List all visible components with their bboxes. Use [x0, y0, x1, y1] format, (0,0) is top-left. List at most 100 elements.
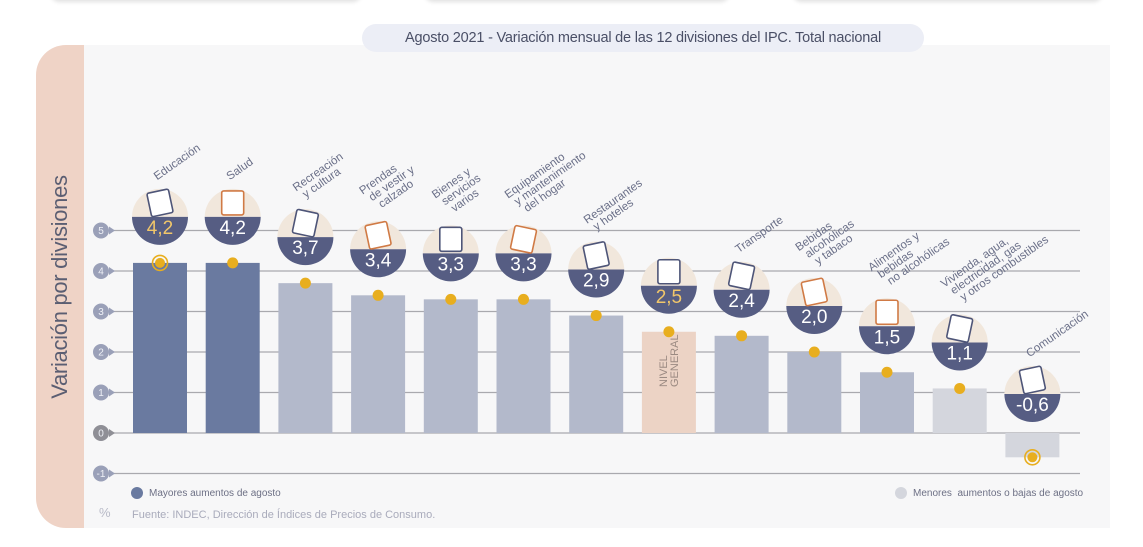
data-dot — [881, 366, 893, 378]
badge-bottom — [495, 253, 552, 282]
bar-group: 2,0 Bebidasalcohólicasy tabaco — [786, 209, 864, 433]
data-dot — [372, 289, 384, 301]
value-label: 2,0 — [801, 307, 827, 328]
bar-group: 3,7 Recreacióny cultura — [277, 151, 352, 433]
category-label: Bebidasalcohólicasy tabaco — [794, 209, 864, 272]
value-label: 3,7 — [292, 238, 318, 259]
data-dot — [736, 330, 748, 342]
y-tick-marker — [93, 425, 115, 441]
value-badge: -0,6 — [1004, 365, 1061, 423]
bar-group: 3,3 Equipamientoy mantenimientodel hogar — [495, 150, 588, 433]
category-label: Prendasde vestir ycalzado — [357, 155, 423, 215]
data-dot — [808, 346, 820, 358]
value-badge: 2,4 — [713, 261, 770, 318]
bar-group: 3,4 Prendasde vestir ycalzado — [350, 155, 423, 433]
icon-shape — [146, 188, 174, 218]
value-badge: 1,1 — [931, 313, 988, 371]
bar-group: 2,4 Transporte — [713, 214, 786, 433]
comb-scissors-icon — [438, 226, 463, 253]
y-tick-label: 4 — [98, 267, 104, 278]
value-label: 3,3 — [438, 254, 464, 275]
y-tick-marker — [93, 303, 115, 320]
bar — [205, 262, 260, 433]
category-label-line: Transporte — [734, 214, 786, 255]
category-label: Salud — [225, 156, 256, 183]
icon-shape — [364, 220, 392, 250]
shopping-bag-icon — [657, 258, 681, 285]
y-tick-marker — [93, 344, 115, 360]
legend-swatch-high — [131, 487, 143, 499]
value-label: 3,3 — [510, 254, 536, 275]
category-label: Educación — [152, 142, 203, 183]
y-tick-label: -1 — [97, 469, 106, 480]
bar — [714, 335, 769, 433]
value-label: 4,2 — [219, 218, 245, 239]
value-label: 2,4 — [728, 291, 755, 312]
icon-shape — [1018, 365, 1047, 395]
value-badge: 2,9 — [568, 241, 625, 298]
legend-label-low: Menores aumentos o bajas de agosto — [913, 487, 1084, 499]
value-badge: 1,5 — [859, 298, 915, 355]
value-badge: 3,4 — [350, 220, 407, 278]
y-tick: 5 — [93, 222, 115, 239]
category-label: Bienes yserviciosvarios — [430, 163, 490, 219]
data-dot — [590, 310, 602, 322]
badge-bottom — [640, 285, 697, 314]
general-bar-label: NIVELGENERAL — [658, 334, 681, 387]
category-label-line: Educación — [152, 142, 203, 183]
badge-bottom — [1004, 394, 1061, 423]
data-dot — [299, 277, 311, 289]
y-tick-label: 2 — [98, 348, 104, 359]
data-dot — [155, 257, 165, 268]
category-label-line: Salud — [225, 156, 256, 183]
unit-symbol: % — [99, 505, 111, 520]
data-dot — [518, 293, 529, 305]
highlight-ring — [1024, 448, 1041, 466]
value-label: 2,9 — [583, 271, 609, 292]
badge-bottom — [859, 326, 915, 355]
badge-bottom — [132, 216, 188, 245]
icon-shape — [509, 224, 538, 254]
bar-group: NIVELGENERAL 2,5 — [640, 257, 697, 433]
value-badge: 2,0 — [786, 277, 843, 334]
y-tick: 1 — [93, 384, 115, 401]
y-tick-marker — [93, 384, 115, 401]
data-dot — [1027, 452, 1038, 463]
value-label: 4,2 — [147, 218, 173, 239]
bar — [569, 315, 624, 433]
value-label: 3,4 — [365, 250, 392, 271]
value-badge: 3,3 — [495, 224, 552, 282]
icon-shape — [582, 241, 610, 271]
bar-group: 4,2 Educación — [132, 142, 203, 433]
icon-shape — [220, 190, 245, 216]
y-tick: 3 — [93, 303, 115, 320]
value-badge: 2,5 — [640, 257, 697, 314]
y-tick: -1 — [93, 465, 115, 482]
category-label: Transporte — [734, 214, 786, 255]
value-badge: 3,7 — [277, 208, 334, 266]
legend-high: Mayores aumentos de agosto — [131, 487, 281, 499]
badge-bottom — [568, 269, 625, 298]
bar — [641, 331, 696, 433]
legend-swatch-low — [895, 487, 907, 499]
y-tick-label: 3 — [98, 307, 104, 318]
bar-group: 2,9 Restaurantesy hoteles — [568, 177, 645, 433]
y-tick-label: 1 — [98, 388, 104, 399]
icon-shape — [946, 313, 974, 343]
general-bar-label-line: NIVEL — [658, 355, 670, 387]
category-label: Recreacióny cultura — [291, 151, 352, 203]
badge-bottom — [277, 237, 334, 266]
value-label: -0,6 — [1016, 395, 1049, 416]
y-tick-label: 0 — [98, 429, 104, 440]
sube-car-icon — [727, 261, 756, 291]
bar — [133, 262, 187, 433]
bar — [496, 299, 551, 433]
wine-bottle-icon — [800, 277, 828, 307]
highlight-ring — [151, 254, 169, 272]
bar — [860, 372, 914, 433]
beach-umbrella-icon — [291, 208, 320, 238]
value-badge: 4,2 — [132, 188, 188, 245]
washing-machine-icon — [509, 224, 538, 254]
